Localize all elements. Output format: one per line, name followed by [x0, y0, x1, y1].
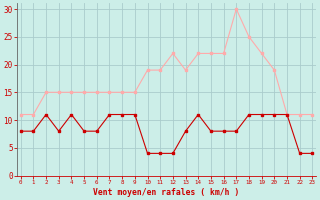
X-axis label: Vent moyen/en rafales ( km/h ): Vent moyen/en rafales ( km/h ) — [93, 188, 240, 197]
